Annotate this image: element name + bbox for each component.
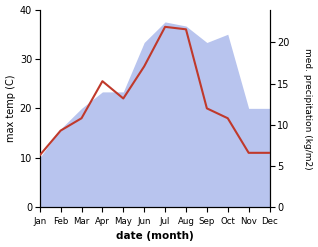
X-axis label: date (month): date (month) [116,231,194,242]
Y-axis label: med. precipitation (kg/m2): med. precipitation (kg/m2) [303,48,313,169]
Y-axis label: max temp (C): max temp (C) [5,75,16,142]
